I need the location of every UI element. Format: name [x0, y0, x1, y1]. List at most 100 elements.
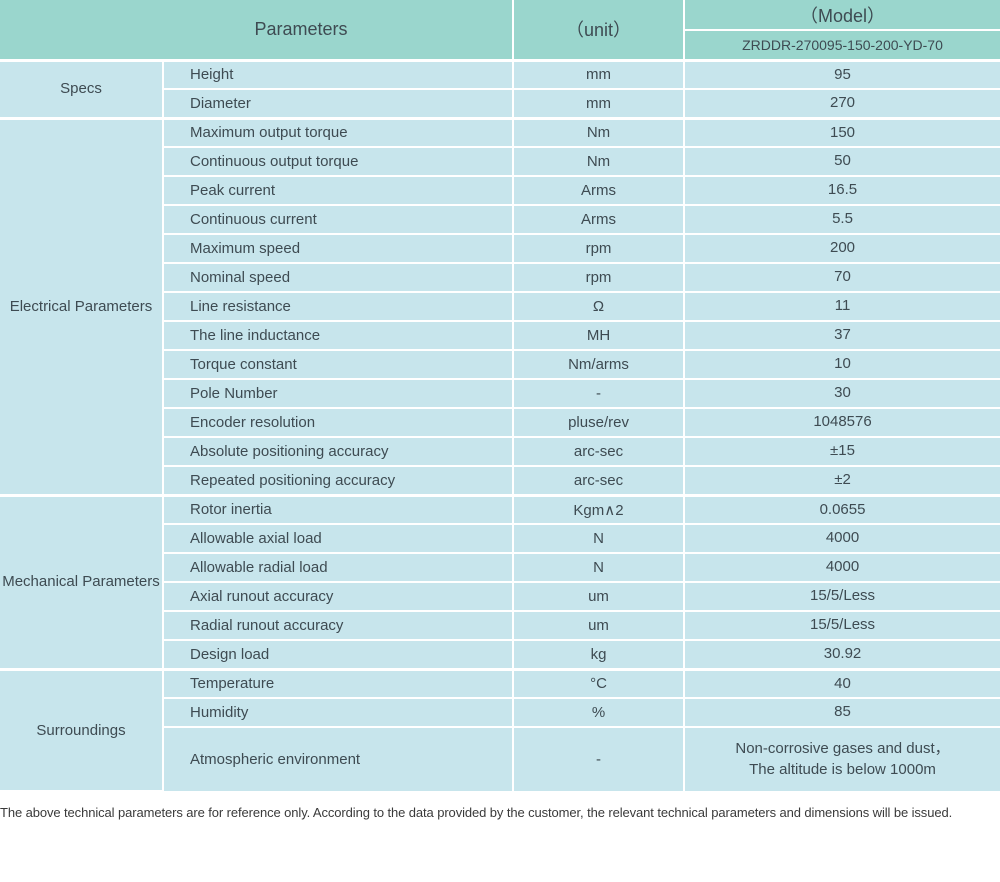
param-cell: Peak current: [161, 175, 515, 206]
table-row: Encoder resolution pluse/rev 1048576: [0, 407, 1000, 438]
value-cell: 150: [683, 116, 1000, 148]
section-mechanical: Mechanical Parameters Rotor inertia Kgm∧…: [0, 493, 1000, 670]
table-row: Nominal speed rpm 70: [0, 262, 1000, 293]
header-model: （Model）: [683, 0, 1000, 31]
datasheet-page: Parameters （unit） （Model） ZRDDR-270095-1…: [0, 0, 1000, 820]
param-cell: Maximum speed: [161, 233, 515, 264]
table-row: The line inductance MH 37: [0, 320, 1000, 351]
unit-cell: °C: [512, 667, 686, 699]
param-cell: Atmospheric environment: [161, 726, 515, 791]
table-row: Humidity % 85: [0, 697, 1000, 728]
value-cell: 30: [683, 378, 1000, 409]
unit-cell: Arms: [512, 204, 686, 235]
value-cell: 15/5/Less: [683, 581, 1000, 612]
footer-note: The above technical parameters are for r…: [0, 805, 953, 820]
section-label-specs: Specs: [0, 58, 164, 119]
section-specs: Specs Height mm 95 Diameter mm 270: [0, 58, 1000, 119]
table-row: Design load kg 30.92: [0, 639, 1000, 670]
value-cell: 40: [683, 667, 1000, 699]
unit-cell: N: [512, 552, 686, 583]
table-row: Pole Number - 30: [0, 378, 1000, 409]
param-cell: Axial runout accuracy: [161, 581, 515, 612]
value-cell: 85: [683, 697, 1000, 728]
unit-cell: mm: [512, 88, 686, 119]
unit-cell: arc-sec: [512, 436, 686, 467]
param-cell: Rotor inertia: [161, 493, 515, 525]
unit-cell: um: [512, 610, 686, 641]
param-cell: Line resistance: [161, 291, 515, 322]
table-row: Torque constant Nm/arms 10: [0, 349, 1000, 380]
section-label-surroundings: Surroundings: [0, 667, 164, 792]
value-cell: 4000: [683, 552, 1000, 583]
unit-cell: Nm: [512, 116, 686, 148]
value-cell: 1048576: [683, 407, 1000, 438]
param-cell: Pole Number: [161, 378, 515, 409]
value-cell: 70: [683, 262, 1000, 293]
unit-cell: -: [512, 378, 686, 409]
section-label-mechanical: Mechanical Parameters: [0, 493, 164, 670]
section-electrical: Electrical Parameters Maximum output tor…: [0, 116, 1000, 496]
param-cell: Allowable axial load: [161, 523, 515, 554]
table-row: Mechanical Parameters Rotor inertia Kgm∧…: [0, 493, 1000, 670]
table-row: Surroundings Temperature °C 40: [0, 667, 1000, 792]
value-cell: 15/5/Less: [683, 610, 1000, 641]
unit-cell: %: [512, 697, 686, 728]
header-parameters: Parameters: [0, 0, 515, 61]
value-cell: 37: [683, 320, 1000, 351]
param-cell: Continuous output torque: [161, 146, 515, 177]
table-header: Parameters （unit） （Model） ZRDDR-270095-1…: [0, 0, 1000, 61]
table-row: Repeated positioning accuracy arc-sec ±2: [0, 465, 1000, 496]
unit-cell: Kgm∧2: [512, 493, 686, 525]
table-row: Line resistance Ω 11: [0, 291, 1000, 322]
unit-cell: rpm: [512, 262, 686, 293]
param-cell: Maximum output torque: [161, 116, 515, 148]
param-cell: The line inductance: [161, 320, 515, 351]
value-cell: 95: [683, 58, 1000, 90]
table-row: Maximum speed rpm 200: [0, 233, 1000, 264]
unit-cell: Ω: [512, 291, 686, 322]
unit-cell: kg: [512, 639, 686, 670]
table-row: Allowable radial load N 4000: [0, 552, 1000, 583]
param-cell: Absolute positioning accuracy: [161, 436, 515, 467]
value-cell: 5.5: [683, 204, 1000, 235]
param-cell: Diameter: [161, 88, 515, 119]
value-cell: 30.92: [683, 639, 1000, 670]
value-cell: Non-corrosive gases and dust， The altitu…: [683, 726, 1000, 791]
unit-cell: pluse/rev: [512, 407, 686, 438]
param-cell: Humidity: [161, 697, 515, 728]
unit-cell: Nm/arms: [512, 349, 686, 380]
value-cell: ±15: [683, 436, 1000, 467]
table-row: Absolute positioning accuracy arc-sec ±1…: [0, 436, 1000, 467]
param-cell: Radial runout accuracy: [161, 610, 515, 641]
value-cell: 270: [683, 88, 1000, 119]
value-cell: 0.0655: [683, 493, 1000, 525]
param-cell: Encoder resolution: [161, 407, 515, 438]
value-cell: 4000: [683, 523, 1000, 554]
header-unit: （unit）: [512, 0, 686, 61]
unit-cell: um: [512, 581, 686, 612]
param-cell: Design load: [161, 639, 515, 670]
table-row: Radial runout accuracy um 15/5/Less: [0, 610, 1000, 641]
unit-cell: Nm: [512, 146, 686, 177]
table-row: Continuous output torque Nm 50: [0, 146, 1000, 177]
unit-cell: arc-sec: [512, 465, 686, 496]
table-row: Specs Height mm 95: [0, 58, 1000, 119]
unit-cell: N: [512, 523, 686, 554]
table-row: Diameter mm 270: [0, 88, 1000, 119]
param-cell: Repeated positioning accuracy: [161, 465, 515, 496]
spec-table: Parameters （unit） （Model） ZRDDR-270095-1…: [0, 0, 1000, 792]
param-cell: Continuous current: [161, 204, 515, 235]
section-surroundings: Surroundings Temperature °C 40 Humidity …: [0, 667, 1000, 792]
value-cell: 16.5: [683, 175, 1000, 206]
table-row: Electrical Parameters Maximum output tor…: [0, 116, 1000, 496]
param-cell: Allowable radial load: [161, 552, 515, 583]
unit-cell: rpm: [512, 233, 686, 264]
table-row: Axial runout accuracy um 15/5/Less: [0, 581, 1000, 612]
table-row: Atmospheric environment - Non-corrosive …: [0, 726, 1000, 791]
value-cell: 200: [683, 233, 1000, 264]
table-row: Continuous current Arms 5.5: [0, 204, 1000, 235]
value-cell: ±2: [683, 465, 1000, 496]
value-cell: 10: [683, 349, 1000, 380]
unit-cell: mm: [512, 58, 686, 90]
value-cell: 50: [683, 146, 1000, 177]
